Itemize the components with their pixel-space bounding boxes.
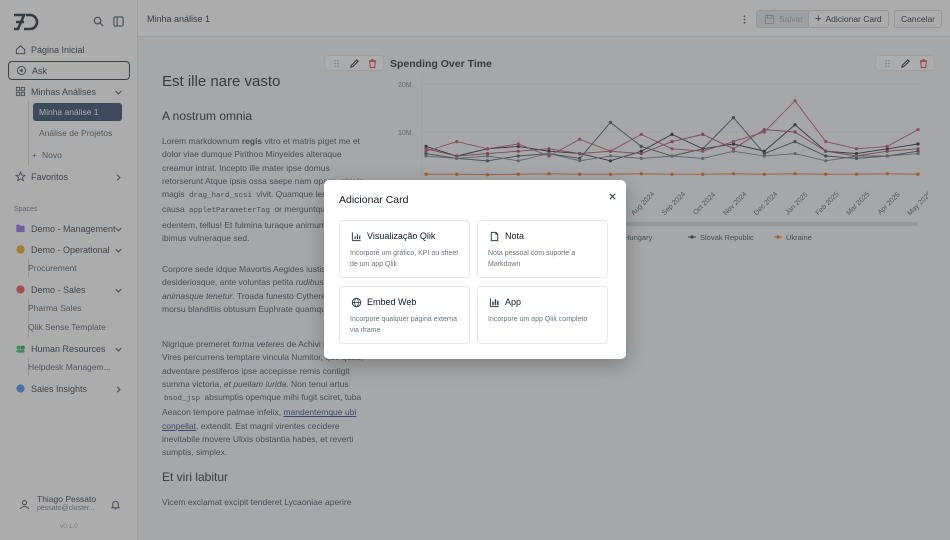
option-description: Incorpore um app Qlik completo xyxy=(488,316,588,323)
close-icon[interactable] xyxy=(606,190,618,202)
option-title: Embed Web xyxy=(367,297,417,307)
globe-icon xyxy=(350,296,362,308)
option-title: Visualização Qlik xyxy=(367,231,436,241)
option-note[interactable]: Nota Nota pessoal com suporte a Markdown xyxy=(477,220,608,278)
bar-chart-icon xyxy=(350,230,362,242)
option-embed-web[interactable]: Embed Web Incorpore qualquer página exte… xyxy=(339,286,470,344)
option-description: Nota pessoal com suporte a Markdown xyxy=(488,250,576,268)
option-app[interactable]: App Incorpore um app Qlik completo xyxy=(477,286,608,344)
add-card-modal: Adicionar Card Visualização Qlik Incorpo… xyxy=(324,180,626,359)
note-icon xyxy=(488,230,500,242)
option-qlik-visualization[interactable]: Visualização Qlik Incorpore um gráfico, … xyxy=(339,220,470,278)
modal-title: Adicionar Card xyxy=(339,194,409,206)
option-description: Incorpore qualquer página externa via if… xyxy=(350,316,458,334)
option-description: Incorpore um gráfico, KPI ou sheet de um… xyxy=(350,250,459,268)
option-title: Nota xyxy=(505,231,525,241)
option-title: App xyxy=(505,297,522,307)
app-chart-icon xyxy=(488,296,500,308)
